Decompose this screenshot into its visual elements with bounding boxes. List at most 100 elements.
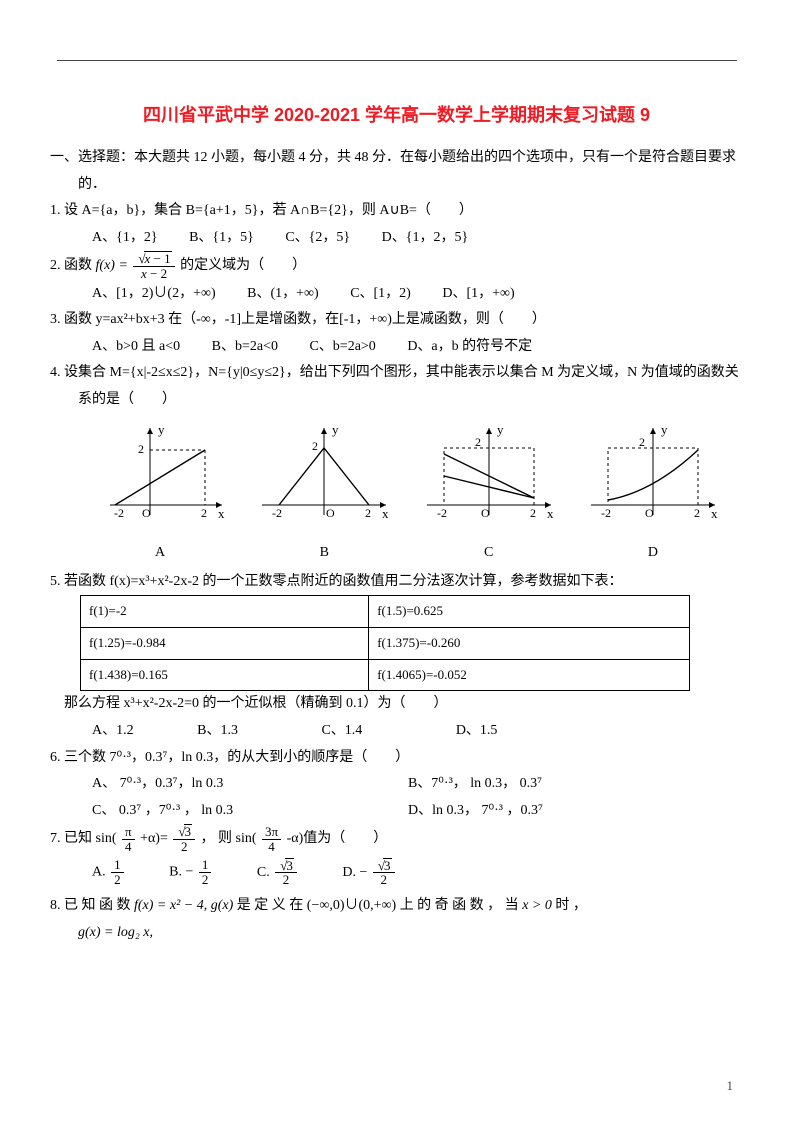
q6-optB: B、7⁰·³， ln 0.3， 0.3⁷ [408, 771, 720, 798]
svg-text:y: y [661, 422, 668, 437]
graph-B: y x O -2 2 2 [254, 420, 394, 530]
svg-text:y: y [332, 422, 339, 437]
q5-table: f(1)=-2f(1.5)=0.625 f(1.25)=-0.984f(1.37… [80, 595, 690, 691]
q6-optC: C、 0.3⁷ ，7⁰·³ ， ln 0.3 [92, 798, 404, 825]
q8-l1c: 是 定 义 在 [237, 898, 307, 913]
q2-options: A、[1，2)∪(2，+∞) B、(1，+∞) C、[1，2) D、[1，+∞) [50, 281, 743, 308]
svg-text:x: x [218, 506, 225, 521]
svg-text:O: O [645, 506, 654, 520]
q7-frac2: 32 [173, 824, 195, 853]
q5-optD: D、1.5 [456, 718, 498, 745]
q7-optD: D. − 32 [342, 858, 396, 887]
svg-text:O: O [326, 506, 335, 520]
svg-text:-2: -2 [601, 506, 611, 520]
q5-stem: 5. 若函数 f(x)=x³+x²-2x-2 的一个正数零点附近的函数值用二分法… [50, 569, 743, 596]
q2-func: f(x) = [96, 258, 132, 273]
q8-l1e: 上 的 奇 函 数 ， 当 [400, 898, 523, 913]
section-1-heading: 一、选择题：本大题共 12 小题，每小题 4 分，共 48 分．在每小题给出的四… [50, 145, 743, 198]
top-rule [57, 60, 737, 61]
q8-l1d: (−∞,0)∪(0,+∞) [307, 898, 396, 913]
q3-options: A、b>0 且 a<0 B、b=2a<0 C、b=2a>0 D、a，b 的符号不… [50, 334, 743, 361]
q1-optB: B、{1，5} [189, 225, 254, 252]
q8-l1g: 时 ， [555, 898, 587, 913]
q5-t31: f(1.438)=0.165 [81, 659, 369, 691]
svg-text:2: 2 [138, 442, 144, 456]
svg-text:-2: -2 [114, 506, 124, 520]
q2-optA: A、[1，2)∪(2，+∞) [92, 281, 216, 308]
q6-optA: A、 7⁰·³，0.3⁷，ln 0.3 [92, 771, 404, 798]
q5-t22: f(1.375)=-0.260 [369, 628, 690, 660]
graph-A-label: A [90, 540, 230, 567]
q8-l1b: f(x) = x² − 4, g(x) [134, 898, 233, 913]
q6-stem: 6. 三个数 7⁰·³，0.3⁷，ln 0.3，的从大到小的顺序是（ ） [50, 745, 743, 772]
graph-D-label: D [583, 540, 723, 567]
graph-C-label: C [419, 540, 559, 567]
q7-mid2: ， 则 sin( [201, 831, 257, 846]
svg-text:2: 2 [694, 506, 700, 520]
svg-text:2: 2 [312, 439, 318, 453]
svg-text:y: y [158, 422, 165, 437]
q3-optA: A、b>0 且 a<0 [92, 334, 180, 361]
q2-optB: B、(1，+∞) [247, 281, 319, 308]
svg-text:-2: -2 [437, 506, 447, 520]
q5-optC: C、1.4 [321, 718, 362, 745]
q3-stem: 3. 函数 y=ax²+bx+3 在（-∞，-1]上是增函数，在[-1，+∞)上… [50, 307, 743, 334]
q8-line1: 8. 已 知 函 数 f(x) = x² − 4, g(x) 是 定 义 在 (… [50, 893, 743, 920]
q7-optB: B. − 12 [169, 858, 213, 886]
q4-stem: 4. 设集合 M={x|-2≤x≤2}，N={y|0≤y≤2}，给出下列四个图形… [50, 360, 743, 413]
q1-optA: A、{1，2} [92, 225, 158, 252]
q3-optC: C、b=2a>0 [309, 334, 375, 361]
q8-line2: g(x) = log₂ x, [50, 920, 743, 947]
q2-stem: 2. 函数 f(x) = x − 1 x − 2 的定义域为（ ） [50, 251, 743, 280]
q5-optB: B、1.3 [197, 718, 238, 745]
q7-frac1: π4 [122, 825, 135, 853]
q6-optD: D、ln 0.3， 7⁰·³ ，0.3⁷ [408, 798, 720, 825]
q2-optD: D、[1，+∞) [442, 281, 514, 308]
q8-l1a: 8. 已 知 函 数 [50, 898, 134, 913]
q2-prefix: 2. 函数 [50, 258, 92, 273]
q7-optA: A. 12 [92, 858, 126, 886]
q1-options: A、{1，2} B、{1，5} C、{2，5} D、{1，2，5} [50, 225, 743, 252]
q7-stem: 7. 已知 sin( π4 +α)= 32 ， 则 sin( 3π4 -α)值为… [50, 824, 743, 853]
svg-text:O: O [481, 506, 490, 520]
svg-text:-2: -2 [272, 506, 282, 520]
graph-D: y x O -2 2 2 [583, 420, 723, 530]
svg-text:x: x [547, 506, 554, 521]
q5-t21: f(1.25)=-0.984 [81, 628, 369, 660]
q1-stem: 1. 设 A={a，b}，集合 B={a+1，5}，若 A∩B={2}，则 A∪… [50, 198, 743, 225]
q7-optC: C. 32 [257, 858, 299, 887]
q2-fraction: x − 1 x − 2 [133, 251, 174, 280]
q7-options: A. 12 B. − 12 C. 32 D. − 32 [50, 854, 743, 887]
q7-mid3: -α)值为（ ） [287, 831, 388, 846]
svg-text:2: 2 [475, 435, 481, 449]
svg-text:2: 2 [201, 506, 207, 520]
q8-l1f: x > 0 [522, 898, 552, 913]
page-title: 四川省平武中学 2020-2021 学年高一数学上学期期末复习试题 9 [50, 101, 743, 127]
q5-optA: A、1.2 [92, 718, 134, 745]
q3-optD: D、a，b 的符号不定 [407, 334, 532, 361]
q5-t32: f(1.4065)=-0.052 [369, 659, 690, 691]
graph-A: y x O -2 2 2 [90, 420, 230, 530]
q5-t12: f(1.5)=0.625 [369, 596, 690, 628]
q6-options: A、 7⁰·³，0.3⁷，ln 0.3 B、7⁰·³， ln 0.3， 0.3⁷… [50, 771, 743, 824]
graph-B-label: B [254, 540, 394, 567]
q2-suffix: 的定义域为（ ） [180, 258, 306, 273]
q5-post: 那么方程 x³+x²-2x-2=0 的一个近似根（精确到 0.1）为（ ） [50, 691, 743, 718]
q1-optD: D、{1，2，5} [382, 225, 469, 252]
page-number: 1 [727, 1078, 734, 1094]
q7-prefix: 7. 已知 sin( [50, 831, 117, 846]
q1-optC: C、{2，5} [285, 225, 350, 252]
svg-text:O: O [142, 506, 151, 520]
svg-text:2: 2 [639, 435, 645, 449]
q2-optC: C、[1，2) [350, 281, 411, 308]
q5-options: A、1.2 B、1.3 C、1.4 D、1.5 [50, 718, 743, 745]
svg-text:x: x [382, 506, 389, 521]
sqrt-icon: x − 1 [136, 251, 171, 266]
svg-text:x: x [711, 506, 718, 521]
svg-text:2: 2 [530, 506, 536, 520]
q3-optB: B、b=2a<0 [212, 334, 278, 361]
svg-text:2: 2 [365, 506, 371, 520]
q7-frac3: 3π4 [262, 825, 281, 853]
svg-text:y: y [497, 422, 504, 437]
q7-mid1: +α)= [140, 831, 168, 846]
